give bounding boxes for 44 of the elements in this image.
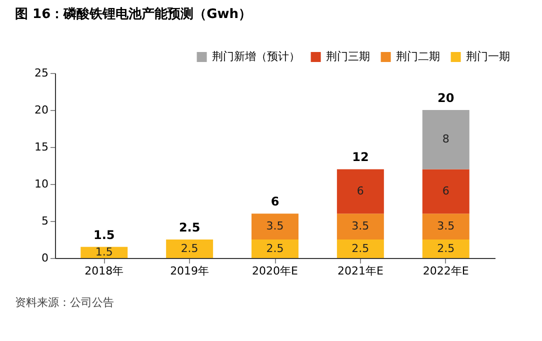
y-tick-label: 25 [34,66,48,80]
legend-label: 荆门新增（预计） [212,50,300,63]
bar [252,240,298,258]
chart-title: 图 16：磷酸铁锂电池产能预测（Gwh） [15,6,252,22]
total-label: 6 [270,194,280,209]
bar [422,240,470,258]
text: 资料来源：公司公告 [15,296,114,309]
legend-label: 荆门一期 [466,50,510,63]
legend-label: 荆门三期 [326,50,370,63]
y-tick-label: 20 [34,104,48,116]
legend-label: 荆门二期 [396,50,440,63]
data-label: 2.5 [180,242,198,255]
data-label: 3.5 [437,220,455,233]
total-label: 1.5 [93,228,115,242]
bar [336,214,384,240]
x-tick-label: 2019年 [170,264,210,278]
data-label: 2.5 [266,242,284,255]
x-tick-label: 2020年E [252,264,298,278]
data-label: 8 [442,132,450,146]
total-label: 2.5 [178,220,200,234]
data-label: 6 [356,184,364,198]
bar [80,246,128,258]
data-label: 1.5 [95,245,113,258]
data-label: 2.5 [352,242,370,255]
bar [336,240,384,258]
y-tick-label: 10 [34,178,48,190]
y-tick-label: 15 [34,140,48,154]
x-tick-label: 2018年 [84,264,124,278]
y-tick-label: 0 [42,252,48,264]
data-label: 3.5 [352,220,370,233]
data-label: 6 [442,184,450,198]
bar [422,110,470,170]
bar [422,214,470,240]
bar [336,169,384,214]
x-tick-label: 2022年E [422,264,469,278]
data-label: 2.5 [437,242,455,255]
bar [252,214,298,240]
total-label: 20 [438,91,454,105]
total-label: 12 [352,150,369,164]
x-tick-label: 2021年E [337,264,384,278]
y-tick-label: 5 [42,214,48,228]
bar [422,169,470,214]
bar [166,240,214,258]
data-label: 3.5 [266,220,284,233]
